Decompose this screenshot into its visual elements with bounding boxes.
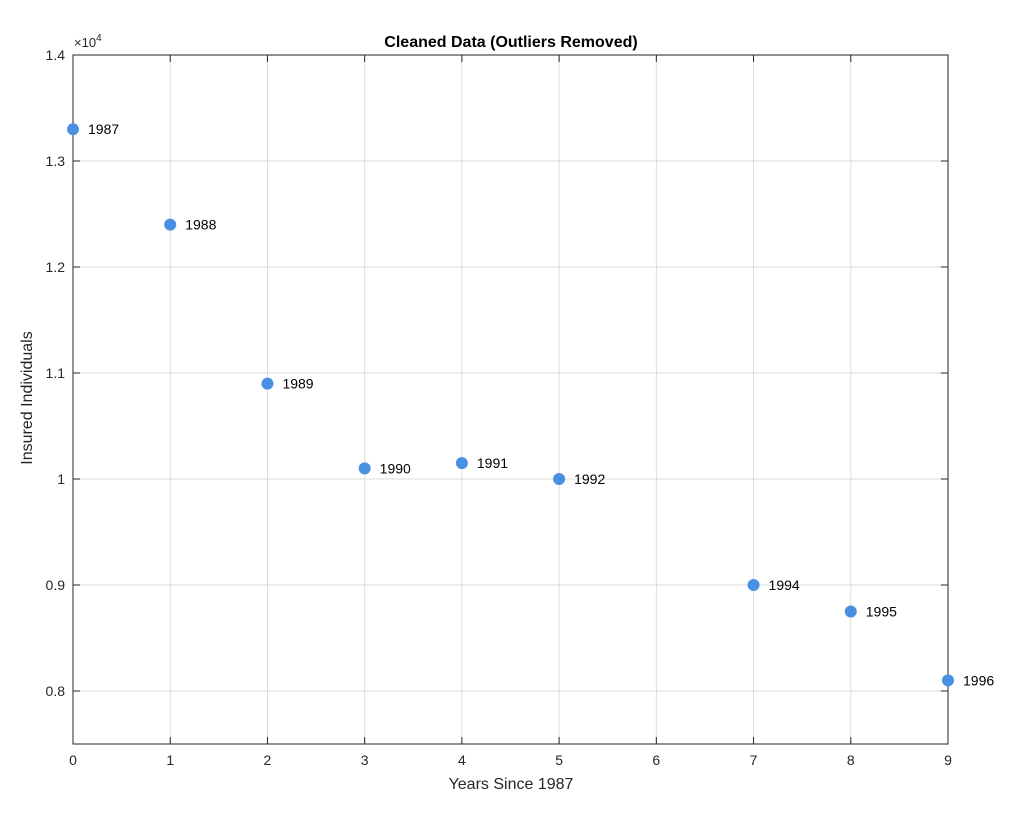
x-tick-label: 6: [652, 752, 660, 768]
y-tick-label: 0.8: [46, 683, 66, 699]
x-tick-label: 1: [166, 752, 174, 768]
data-point-label: 1990: [380, 460, 411, 476]
x-tick-label: 4: [458, 752, 466, 768]
y-tick-label: 1.4: [46, 47, 66, 63]
tick-layer: 0 1 2 3 4 5 6 7 8 9 0.8 0.9 1 1.1 1.2 1.3 1.4: [46, 47, 953, 768]
point-labels-layer: 1987 1988 1989 1990 1991 1992 1994 1995 1996: [88, 121, 994, 688]
data-point-label: 1994: [769, 577, 800, 593]
data-point: [67, 123, 79, 136]
points-layer: [67, 123, 954, 687]
x-tick-label: 8: [847, 752, 855, 768]
y-tick-label: 0.9: [46, 577, 66, 593]
y-tick-label: 1.2: [46, 259, 66, 275]
data-point: [164, 218, 177, 231]
y-tick-label: 1: [57, 471, 65, 487]
y-axis-label: Insured Individuals: [19, 331, 36, 464]
y-multiplier-base: ×10: [74, 35, 96, 50]
y-tick-label: 1.1: [46, 365, 66, 381]
data-point: [261, 377, 274, 390]
data-point: [455, 457, 468, 470]
data-point-label: 1988: [185, 217, 216, 233]
data-point-label: 1995: [866, 604, 897, 620]
y-tick-label: 1.3: [46, 153, 66, 169]
data-point: [942, 674, 954, 687]
y-multiplier-exponent: 4: [96, 33, 102, 44]
data-point: [844, 605, 857, 618]
data-point-label: 1987: [88, 121, 119, 137]
chart-title: Cleaned Data (Outliers Removed): [384, 34, 637, 51]
data-point: [747, 579, 760, 591]
x-tick-label: 2: [264, 752, 272, 768]
data-point-label: 1989: [282, 376, 313, 392]
x-tick-label: 5: [555, 752, 563, 768]
data-point: [553, 473, 566, 485]
x-tick-label: 9: [944, 752, 952, 768]
x-axis-label: Years Since 1987: [449, 776, 574, 793]
x-tick-label: 0: [69, 752, 77, 768]
data-point-label: 1991: [477, 455, 508, 471]
x-tick-label: 3: [361, 752, 369, 768]
y-axis-multiplier: ×104: [74, 33, 102, 50]
data-point-label: 1992: [574, 471, 605, 487]
data-point: [358, 462, 371, 475]
plot-area-border: [72, 54, 949, 745]
data-point-label: 1996: [963, 672, 994, 688]
x-tick-label: 7: [750, 752, 758, 768]
